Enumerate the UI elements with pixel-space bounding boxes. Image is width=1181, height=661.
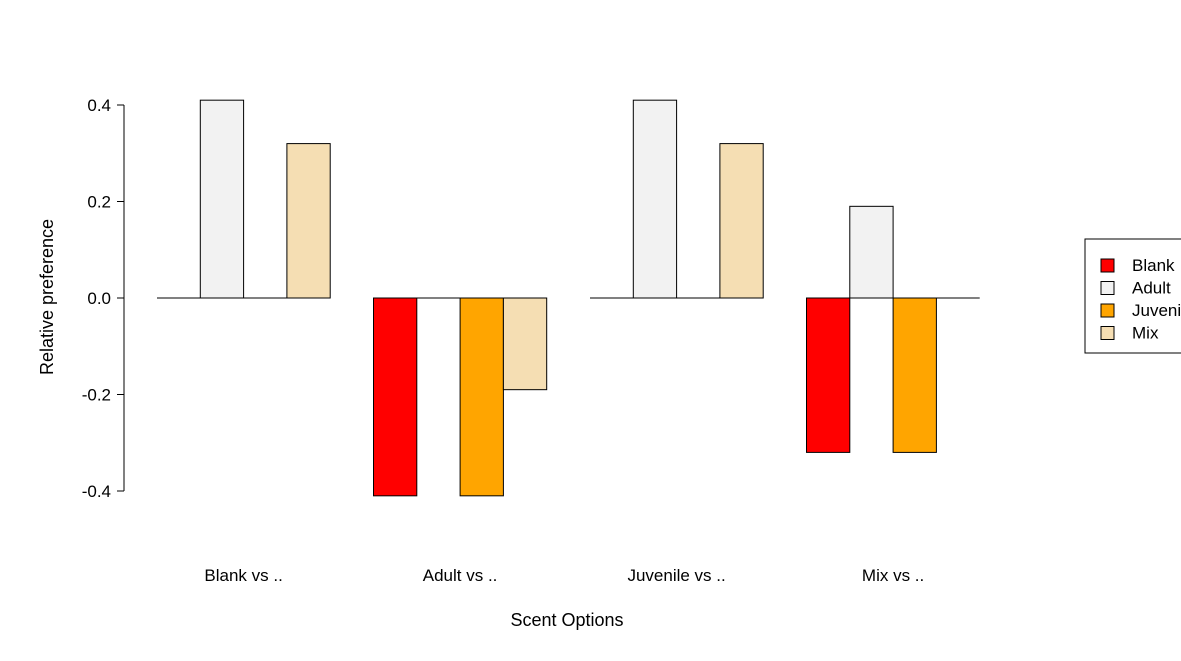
bar-mix bbox=[719, 143, 764, 299]
y-axis-title: Relative preference bbox=[37, 219, 57, 375]
y-tick-label: 0.4 bbox=[87, 96, 111, 115]
legend-label: Juvenile bbox=[1132, 301, 1181, 320]
bar-blank bbox=[806, 297, 851, 453]
legend-swatch bbox=[1100, 281, 1115, 295]
x-axis-title: Scent Options bbox=[510, 610, 623, 630]
legend-label: Adult bbox=[1132, 279, 1171, 298]
x-tick-label: Mix vs .. bbox=[862, 566, 924, 585]
bar-blank bbox=[373, 297, 418, 497]
y-tick-label: 0.0 bbox=[87, 289, 111, 308]
x-tick-label: Adult vs .. bbox=[423, 566, 498, 585]
legend-swatch bbox=[1100, 303, 1115, 318]
bar-juvenile bbox=[459, 297, 504, 497]
legend-label: Blank bbox=[1132, 256, 1175, 275]
bar-adult bbox=[849, 205, 894, 299]
x-tick-label: Blank vs .. bbox=[204, 566, 282, 585]
legend-swatch bbox=[1100, 326, 1115, 340]
bars bbox=[157, 99, 980, 497]
bar-mix bbox=[286, 143, 331, 299]
y-axis: -0.4 -0.2 0.0 0.2 0.4 bbox=[82, 96, 125, 501]
bar-adult bbox=[632, 99, 678, 299]
legend-swatch bbox=[1100, 258, 1115, 273]
y-tick-label: -0.2 bbox=[82, 386, 111, 405]
x-tick-labels: Blank vs .. Adult vs .. Juvenile vs .. Mix … bbox=[204, 566, 924, 585]
legend-label: Mix bbox=[1132, 324, 1159, 343]
bar-juvenile bbox=[892, 297, 937, 453]
bar-adult bbox=[199, 99, 245, 299]
bar-mix bbox=[502, 297, 548, 391]
x-tick-label: Juvenile vs .. bbox=[627, 566, 725, 585]
y-tick-label: 0.2 bbox=[87, 193, 111, 212]
y-tick-label: -0.4 bbox=[82, 482, 111, 501]
legend: Blank Adult Juvenile Mix bbox=[1084, 238, 1181, 354]
